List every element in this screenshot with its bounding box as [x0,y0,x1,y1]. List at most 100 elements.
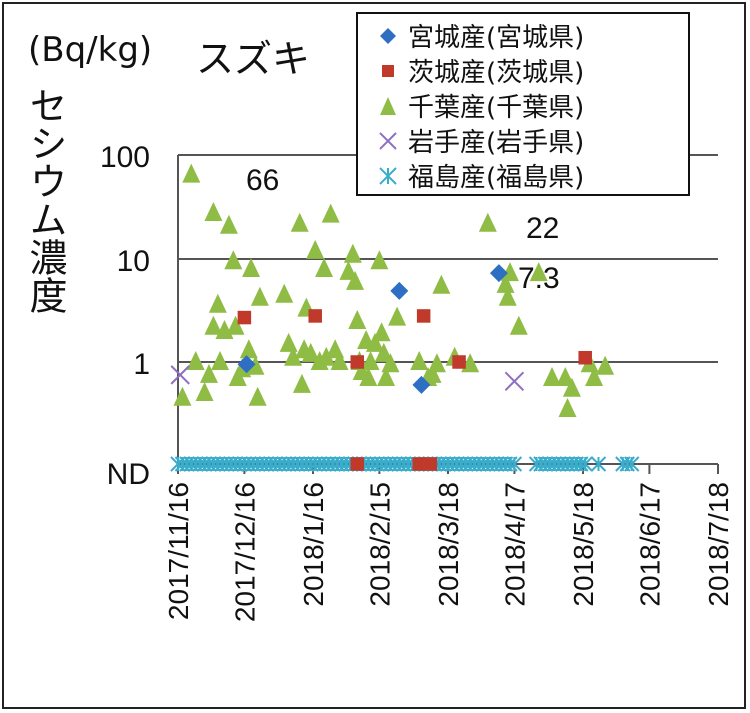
legend-marker-asterisk [368,164,408,188]
data-point-triangle [226,315,245,335]
unit-label: (Bq/kg) [28,30,153,70]
data-point-triangle [388,306,407,326]
data-point-diamond [237,355,256,374]
data-point-square [350,355,365,369]
data-point-square [350,457,365,471]
data-point-triangle [248,386,267,406]
data-point-x [504,371,525,391]
legend: 宮城産(宮城県) 茨城産(茨城県) 千葉産(千葉県) 岩手産(岩手県) 福島産(福島県) [356,12,690,196]
data-point-triangle [359,366,378,386]
legend-marker-triangle [368,94,408,118]
data-point-triangle [509,315,528,335]
data-point-triangle [410,351,429,370]
x-tick-label: 2018/4/17 [499,482,530,607]
data-point-triangle [372,322,391,342]
data-point-triangle [250,286,269,306]
data-point-triangle [529,262,548,282]
chart-title: スズキ [196,37,311,81]
data-point-asterisk [590,456,607,472]
data-point-triangle [478,212,497,232]
data-point-diamond [390,281,409,300]
data-point-triangle [195,382,214,402]
data-point-triangle [365,332,384,352]
data-point-triangle [321,203,340,223]
annotation-label: 22 [526,212,559,245]
y-axis-label: セシウム濃度 [23,86,67,314]
data-point-triangle [199,363,218,383]
data-point-triangle [596,355,615,375]
y-tick-label: ND [107,458,150,491]
data-point-triangle [306,239,325,259]
data-point-triangle [496,273,515,293]
data-point-asterisk [577,456,593,472]
x-tick-label: 2018/7/18 [703,482,734,607]
x-tick-label: 2017/12/16 [229,482,260,622]
data-point-triangle [182,163,201,183]
legend-marker-diamond [368,24,408,48]
data-point-triangle [242,257,261,277]
data-point-square [452,355,466,369]
data-point-triangle [381,353,400,373]
data-point-triangle [290,212,309,232]
x-tick-label: 2017/11/16 [163,482,194,620]
data-point-x [170,365,190,385]
data-point-square [416,309,431,323]
data-point-triangle [219,214,238,234]
data-point-triangle [211,351,230,370]
data-point-square [423,457,438,471]
legend-item: 岩手産(岩手県) [368,123,688,158]
data-point-triangle [330,351,349,370]
data-point-triangle [224,250,243,270]
legend-label: 宮城産(宮城県) [408,23,585,53]
x-tick-label: 2018/1/16 [298,482,329,607]
legend-item: 千葉産(千葉県) [368,88,688,123]
data-point-triangle [246,355,265,375]
data-point-triangle [239,339,258,359]
y-tick-label: 1 [133,348,150,381]
data-point-triangle [284,346,303,366]
data-point-triangle [423,363,442,383]
data-point-triangle [374,342,393,362]
data-point-asterisk [623,456,640,472]
data-point-triangle [315,257,334,277]
data-point-triangle [585,366,604,386]
y-tick-label: 100 [100,141,150,174]
legend-item: 茨城産(茨城県) [368,53,688,88]
data-point-triangle [558,397,577,417]
data-point-triangle [343,243,362,263]
data-point-triangle [348,310,367,330]
x-tick-label: 2018/3/18 [433,482,464,607]
y-tick-label: 10 [117,245,150,278]
data-point-asterisk [506,456,523,472]
data-point-square [237,310,252,325]
legend-item: 福島産(福島県) [368,158,688,193]
legend-label: 茨城産(茨城県) [408,58,585,88]
legend-marker-x [368,129,408,153]
legend-label: 千葉産(千葉県) [408,93,585,123]
data-point-square [578,350,592,365]
data-point-triangle [339,260,358,280]
data-point-triangle [556,366,575,386]
data-point-triangle [346,270,365,290]
data-point-triangle [498,286,517,306]
data-point-triangle [427,353,446,373]
data-point-square [412,457,426,471]
data-point-triangle [279,332,298,352]
x-tick-label: 2018/2/15 [364,482,395,607]
data-point-triangle [275,283,294,303]
data-point-diamond [412,375,431,394]
data-point-triangle [543,366,562,386]
data-point-triangle [173,386,192,406]
data-point-triangle [370,250,389,270]
annotation-label: 7.3 [518,262,560,295]
data-point-triangle [301,342,320,362]
x-tick-label: 2018/5/18 [568,482,599,607]
annotation-label: 66 [246,164,279,197]
data-point-triangle [204,201,223,221]
data-point-triangle [317,346,336,366]
data-point-triangle [208,293,227,313]
data-point-triangle [204,315,223,335]
data-point-triangle [292,373,311,393]
legend-label: 岩手産(岩手県) [408,128,585,158]
data-point-triangle [186,351,205,370]
